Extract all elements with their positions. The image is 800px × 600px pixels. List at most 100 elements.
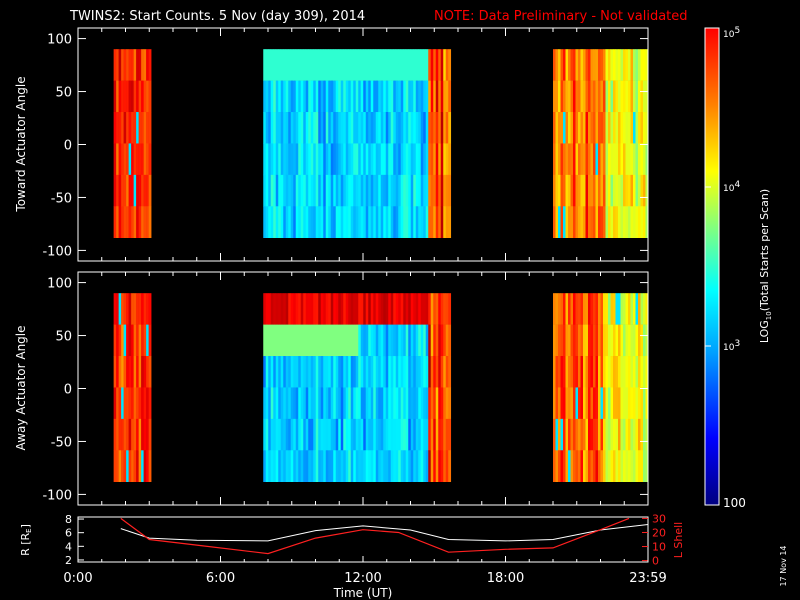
heatmap-cell bbox=[355, 387, 359, 420]
heatmap-cell bbox=[383, 80, 387, 113]
heatmap-cell bbox=[143, 112, 147, 144]
heatmap-cell bbox=[148, 418, 152, 451]
heatmap-cell bbox=[121, 356, 124, 388]
heatmap-cell bbox=[585, 143, 589, 176]
x-tick-label: 12:00 bbox=[344, 571, 381, 586]
heatmap-cell bbox=[123, 49, 127, 81]
heatmap-cell bbox=[438, 356, 442, 388]
heatmap-cell bbox=[568, 174, 571, 207]
heatmap-cell bbox=[138, 112, 142, 144]
heatmap-cell bbox=[623, 112, 626, 144]
heatmap-cell bbox=[298, 324, 302, 357]
heatmap-cell bbox=[373, 450, 377, 482]
heatmap-cell bbox=[345, 112, 349, 144]
heatmap-cell bbox=[121, 293, 124, 325]
heatmap-cell bbox=[393, 49, 397, 81]
heatmap-cell bbox=[415, 450, 419, 482]
heatmap-cell bbox=[625, 356, 629, 388]
heatmap-cell bbox=[598, 324, 601, 357]
heatmap-cell bbox=[575, 324, 579, 357]
heatmap-cell bbox=[563, 418, 566, 451]
heatmap-cell bbox=[118, 450, 122, 482]
heatmap-cell bbox=[313, 206, 317, 238]
heatmap-cell bbox=[420, 206, 424, 238]
heatmap-cell bbox=[118, 174, 122, 207]
heatmap-cell bbox=[280, 143, 284, 176]
heatmap-cell bbox=[270, 293, 274, 325]
heatmap-cell bbox=[445, 206, 449, 238]
heatmap-cell bbox=[410, 112, 414, 144]
heatmap-cell bbox=[113, 387, 117, 420]
heatmap-cell bbox=[625, 324, 629, 357]
heatmap-cell bbox=[123, 450, 127, 482]
heatmap-cell bbox=[305, 174, 309, 207]
heatmap-cell bbox=[365, 450, 369, 482]
heatmap-cell bbox=[433, 206, 437, 238]
heatmap-cell bbox=[148, 387, 152, 420]
heatmap-cell bbox=[315, 356, 319, 388]
heatmap-cell bbox=[348, 206, 352, 238]
heatmap-cell bbox=[323, 324, 327, 357]
heatmap-cell bbox=[635, 80, 639, 113]
heatmap-cell bbox=[340, 80, 344, 113]
heatmap-cell bbox=[618, 450, 621, 482]
heatmap-cell bbox=[430, 206, 434, 238]
heatmap-cell bbox=[588, 387, 591, 420]
heatmap-cell bbox=[285, 450, 289, 482]
heatmap-cell bbox=[300, 418, 304, 451]
heatmap-cell bbox=[403, 112, 407, 144]
heatmap-cell bbox=[360, 387, 364, 420]
heatmap-cell bbox=[605, 293, 609, 325]
heatmap-cell bbox=[375, 49, 379, 81]
heatmap-cell bbox=[116, 174, 119, 207]
heatmap-cell bbox=[620, 418, 624, 451]
heatmap-cell bbox=[128, 49, 132, 81]
heatmap-cell bbox=[633, 293, 636, 325]
heatmap-cell bbox=[368, 450, 372, 482]
heatmap-cell bbox=[383, 293, 387, 325]
heatmap-cell bbox=[268, 450, 272, 482]
heatmap-cell bbox=[348, 387, 352, 420]
heatmap-cell bbox=[293, 80, 297, 113]
heatmap-cell bbox=[610, 80, 614, 113]
heatmap-cell bbox=[368, 324, 372, 357]
heatmap-cell bbox=[138, 80, 142, 113]
heatmap-cell bbox=[390, 293, 394, 325]
heatmap-cell bbox=[620, 356, 624, 388]
heatmap-cell bbox=[275, 324, 279, 357]
heatmap-cell bbox=[598, 293, 601, 325]
heatmap-cell bbox=[603, 324, 606, 357]
heatmap-cell bbox=[440, 143, 444, 176]
heatmap-cell bbox=[283, 112, 287, 144]
heatmap-cell bbox=[570, 112, 574, 144]
heatmap-cell bbox=[333, 387, 337, 420]
heatmap-cell bbox=[598, 387, 601, 420]
heatmap-cell bbox=[328, 324, 332, 357]
heatmap-cell bbox=[603, 387, 606, 420]
heatmap-cell bbox=[133, 49, 137, 81]
heatmap-cell bbox=[573, 293, 576, 325]
heatmap-cell bbox=[378, 174, 382, 207]
y-tick-label: -100 bbox=[42, 488, 72, 503]
heatmap-cell bbox=[128, 356, 132, 388]
heatmap-cell bbox=[116, 143, 119, 176]
heatmap-cell bbox=[398, 324, 402, 357]
heatmap-cell bbox=[353, 387, 357, 420]
heatmap-cell bbox=[263, 174, 267, 207]
heatmap-cell bbox=[285, 356, 289, 388]
heatmap-cell bbox=[303, 174, 307, 207]
heatmap-cell bbox=[570, 387, 574, 420]
heatmap-cell bbox=[600, 450, 604, 482]
heatmap-cell bbox=[435, 80, 439, 113]
heatmap-cell bbox=[348, 174, 352, 207]
heatmap-cell bbox=[443, 80, 447, 113]
heatmap-cell bbox=[433, 143, 437, 176]
heatmap-cell bbox=[433, 387, 437, 420]
heatmap-cell bbox=[425, 450, 429, 482]
heatmap-cell bbox=[353, 143, 357, 176]
heatmap-cell bbox=[338, 143, 342, 176]
heatmap-cell bbox=[558, 387, 561, 420]
heatmap-cell bbox=[330, 174, 334, 207]
heatmap-cell bbox=[385, 356, 389, 388]
heatmap-cell bbox=[133, 174, 137, 207]
